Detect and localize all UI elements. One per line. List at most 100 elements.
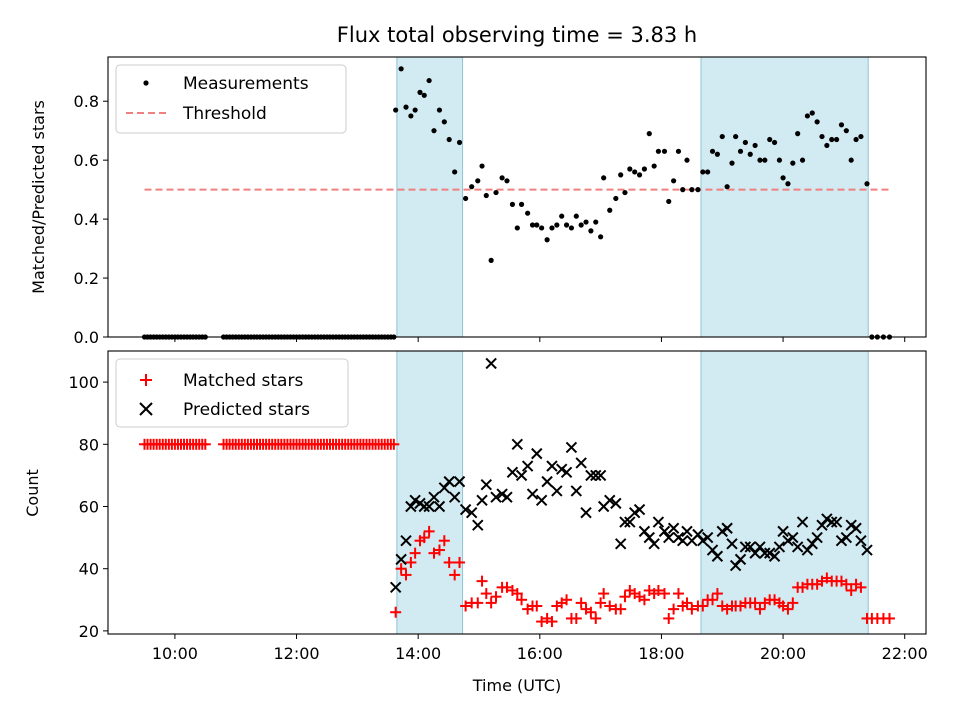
measurement-point xyxy=(421,92,427,98)
top-y-tick-label: 0.0 xyxy=(74,328,99,347)
measurement-point xyxy=(767,136,773,143)
matched-stars-point xyxy=(395,563,407,575)
top-y-tick-label: 0.4 xyxy=(74,210,99,229)
predicted-stars-point xyxy=(389,581,402,594)
predicted-stars-point xyxy=(590,469,602,482)
predicted-stars-point xyxy=(511,438,524,451)
measurement-point xyxy=(601,175,607,181)
predicted-stars-point xyxy=(711,550,724,562)
measurement-point xyxy=(598,234,604,240)
predicted-stars-point xyxy=(773,541,786,553)
top-y-tick-label: 0.2 xyxy=(74,269,99,288)
measurement-point xyxy=(499,175,505,181)
measurement-point xyxy=(408,113,414,119)
measurement-point xyxy=(824,142,830,149)
matched-stars-point xyxy=(598,588,610,600)
measurement-point xyxy=(504,178,510,184)
matched-stars-point xyxy=(388,438,400,450)
measurement-point xyxy=(518,201,525,207)
measurement-point xyxy=(833,136,840,143)
measurement-point xyxy=(737,148,744,154)
measurement-point xyxy=(475,178,481,184)
predicted-stars-point xyxy=(428,491,440,503)
measurement-point xyxy=(622,189,628,196)
predicted-stars-point xyxy=(418,500,430,513)
matched-stars-point xyxy=(668,603,680,615)
measurement-point xyxy=(819,133,825,140)
measurement-point xyxy=(568,225,575,231)
legend-label-measurements: Measurements xyxy=(183,74,309,94)
predicted-stars-point xyxy=(395,553,407,566)
measurement-point xyxy=(809,110,815,116)
matched-stars-point xyxy=(615,603,627,615)
predicted-stars-point xyxy=(585,469,597,482)
measurement-point xyxy=(689,187,695,193)
predicted-stars-point xyxy=(604,494,616,506)
measurement-point xyxy=(534,222,540,228)
matched-stars-point xyxy=(418,532,430,544)
measurement-point xyxy=(719,133,725,140)
predicted-stars-point xyxy=(726,538,738,550)
predicted-stars-point xyxy=(624,516,636,528)
legend-marker-predicted-stars xyxy=(139,402,153,416)
matched-stars-point xyxy=(787,597,799,609)
predicted-stars-point xyxy=(633,503,646,516)
predicted-stars-point xyxy=(433,500,446,513)
matched-stars-point xyxy=(619,591,631,603)
measurement-point xyxy=(790,160,796,166)
measurement-point xyxy=(733,133,739,140)
legend-marker-measurements xyxy=(143,80,149,86)
measurement-point xyxy=(651,163,657,169)
predicted-stars-point xyxy=(476,494,488,506)
measurement-point xyxy=(539,225,545,231)
predicted-stars-point xyxy=(465,507,478,519)
bottom-axes-frame xyxy=(107,350,927,635)
matched-stars-point xyxy=(405,556,417,568)
measurement-point xyxy=(700,169,706,175)
matched-stars-point xyxy=(546,616,558,628)
measurement-point xyxy=(780,175,786,181)
measurement-point xyxy=(714,151,720,157)
matched-stars-point xyxy=(782,603,794,615)
predicted-stars-point xyxy=(594,469,607,482)
measurement-point xyxy=(583,219,589,225)
predicted-stars-point xyxy=(619,516,631,528)
measurement-point xyxy=(742,139,748,146)
x-tick-label: 16:00 xyxy=(517,644,563,663)
predicted-stars-point xyxy=(739,541,752,553)
measurement-point xyxy=(469,184,475,190)
measurement-point xyxy=(618,172,624,178)
matched-stars-point xyxy=(490,591,502,603)
bottom-legend-box xyxy=(115,358,349,428)
measurement-point xyxy=(431,128,437,134)
measurement-point xyxy=(814,119,820,125)
measurement-point xyxy=(452,169,458,175)
predicted-stars-point xyxy=(840,531,853,544)
matched-stars-point xyxy=(460,600,472,612)
measurement-point xyxy=(655,148,662,154)
predicted-stars-point xyxy=(652,516,665,528)
matched-stars-point xyxy=(652,584,664,596)
predicted-stars-point xyxy=(490,491,502,503)
measurement-point xyxy=(479,163,485,169)
predicted-stars-point xyxy=(658,525,671,538)
top-axes-frame xyxy=(107,56,927,338)
predicted-stars-point xyxy=(777,525,789,538)
predicted-stars-point xyxy=(400,534,412,547)
matched-stars-point xyxy=(638,594,650,606)
top-panel: 0.00.20.40.60.8 Matched/Predicted stars … xyxy=(29,56,927,347)
matched-stars-point xyxy=(604,600,616,612)
legend-marker-matched-stars xyxy=(140,374,152,386)
predicted-stars-point xyxy=(405,500,417,513)
predicted-stars-point xyxy=(796,516,809,528)
measurement-point xyxy=(441,119,447,125)
x-tick-label: 10:00 xyxy=(152,644,198,663)
matched-stars-point xyxy=(199,438,211,450)
measurement-point xyxy=(446,136,452,143)
predicted-stars-point xyxy=(480,479,492,491)
measurement-point xyxy=(393,107,399,113)
measurement-point xyxy=(680,187,686,193)
predicted-stars-point xyxy=(701,531,714,544)
bottom-data-marks xyxy=(138,357,896,628)
measurement-point xyxy=(578,222,584,228)
